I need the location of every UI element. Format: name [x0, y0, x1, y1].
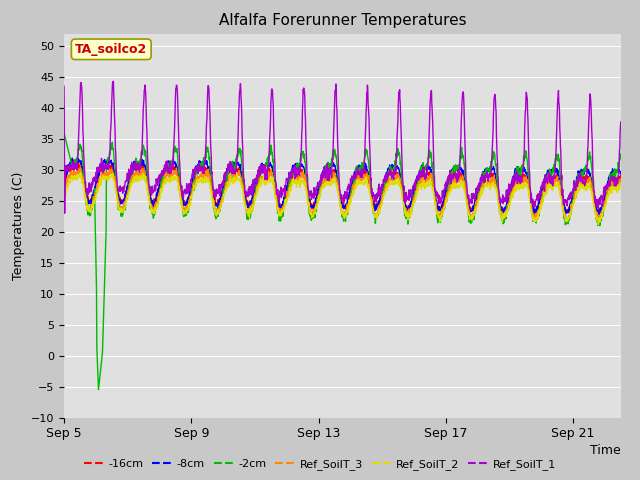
Y-axis label: Temperatures (C): Temperatures (C) — [12, 171, 26, 280]
Text: Time: Time — [590, 444, 621, 457]
Legend: -16cm, -8cm, -2cm, Ref_SoilT_3, Ref_SoilT_2, Ref_SoilT_1: -16cm, -8cm, -2cm, Ref_SoilT_3, Ref_Soil… — [79, 455, 561, 474]
Text: TA_soilco2: TA_soilco2 — [75, 43, 147, 56]
Title: Alfalfa Forerunner Temperatures: Alfalfa Forerunner Temperatures — [219, 13, 466, 28]
